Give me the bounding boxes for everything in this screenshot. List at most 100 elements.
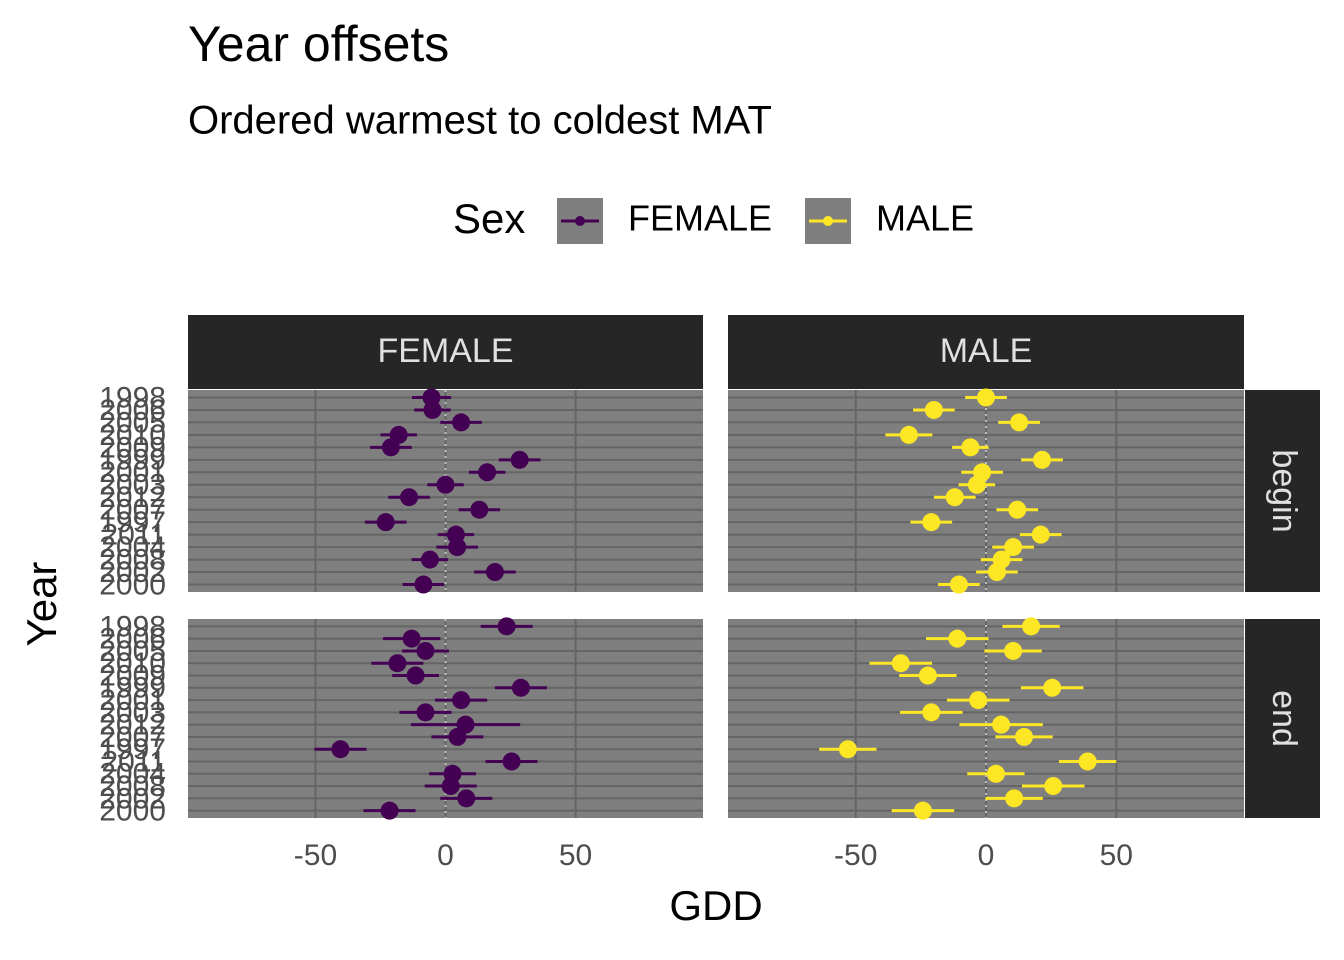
y-tick-label: 2008 <box>99 770 166 803</box>
point <box>1010 413 1029 432</box>
y-tick-label: 2004 <box>99 758 166 791</box>
x-tick-label: 0 <box>978 839 995 872</box>
point <box>1004 538 1023 557</box>
point <box>949 575 968 594</box>
strip-label: MALE <box>940 332 1033 370</box>
y-tick-label: 2012 <box>99 481 166 514</box>
x-axis-label: GDD <box>669 882 762 929</box>
strip-label: FEMALE <box>377 332 513 370</box>
point <box>452 691 471 710</box>
y-tick-label: 2004 <box>99 531 166 564</box>
point <box>967 475 986 494</box>
y-tick-label: 2009 <box>99 659 166 692</box>
legend-label: FEMALE <box>628 198 772 239</box>
point <box>381 438 400 457</box>
y-tick-label: 2002 <box>99 782 166 815</box>
point <box>1043 678 1062 697</box>
point <box>992 715 1011 734</box>
point <box>899 425 918 444</box>
point <box>457 789 476 808</box>
x-tick-label: -50 <box>834 839 877 872</box>
point <box>948 629 967 648</box>
y-tick-label: 2000 <box>99 568 166 601</box>
point <box>400 488 419 507</box>
strip <box>1245 619 1320 818</box>
y-tick-label: 2009 <box>99 431 166 464</box>
point <box>376 513 395 532</box>
y-tick-label: 2005 <box>99 406 166 439</box>
point <box>922 703 941 722</box>
y-tick-label: 2005 <box>99 635 166 668</box>
point <box>969 691 988 710</box>
point <box>485 563 504 582</box>
y-tick-label: 2011 <box>101 745 166 778</box>
point <box>1005 789 1024 808</box>
y-tick-label: 2003 <box>99 696 166 729</box>
chart-title: Year offsets <box>188 16 449 72</box>
point <box>420 550 439 569</box>
chart-subtitle: Ordered warmest to coldest MAT <box>188 99 772 143</box>
strip-label: end <box>1265 690 1303 747</box>
point <box>416 641 435 660</box>
y-tick-label: 2003 <box>99 469 166 502</box>
strip <box>728 315 1244 389</box>
strip-label: begin <box>1265 449 1303 532</box>
point <box>416 703 435 722</box>
y-tick-label: 2012 <box>99 709 166 742</box>
legend-label: MALE <box>876 198 974 239</box>
point <box>402 629 421 648</box>
point <box>838 740 857 759</box>
y-tick-label: 2007 <box>99 494 166 527</box>
point <box>986 764 1005 783</box>
y-tick-label: 2010 <box>99 419 166 452</box>
point <box>1004 641 1023 660</box>
legend-key-point <box>823 216 833 226</box>
point <box>423 400 442 419</box>
point <box>924 400 943 419</box>
y-tick-label: 2011 <box>101 519 166 552</box>
point <box>406 666 425 685</box>
point <box>497 617 516 636</box>
x-tick-label: 50 <box>559 839 592 872</box>
point <box>1044 777 1063 796</box>
point <box>448 538 467 557</box>
point <box>891 654 910 673</box>
y-tick-label: 2001 <box>99 456 166 489</box>
point <box>478 463 497 482</box>
x-tick-label: -50 <box>294 839 337 872</box>
x-tick-label: 0 <box>437 839 454 872</box>
point <box>511 678 530 697</box>
y-tick-label: 1998 <box>99 381 166 414</box>
point <box>918 666 937 685</box>
y-tick-label: 2007 <box>99 721 166 754</box>
point <box>913 801 932 820</box>
legend-key-point <box>575 216 585 226</box>
strip <box>1245 390 1320 592</box>
y-tick-label: 1998 <box>99 610 166 643</box>
x-tick-label: 50 <box>1100 839 1133 872</box>
y-tick-label: 2008 <box>99 544 166 577</box>
y-tick-label: 2002 <box>99 556 166 589</box>
point <box>436 475 455 494</box>
point <box>380 801 399 820</box>
point <box>922 513 941 532</box>
y-tick-label: 1999 <box>99 444 166 477</box>
point <box>987 563 1006 582</box>
point <box>977 388 995 407</box>
y-tick-label: 1997 <box>99 506 166 539</box>
y-tick-label: 2010 <box>99 647 166 680</box>
y-tick-label: 2000 <box>99 795 166 828</box>
point <box>452 413 471 432</box>
point <box>510 450 529 469</box>
point <box>414 575 433 594</box>
point <box>448 727 467 746</box>
point <box>1022 617 1041 636</box>
y-tick-label: 2006 <box>99 394 166 427</box>
y-tick-label: 1997 <box>99 733 166 766</box>
y-tick-label: 2006 <box>99 623 166 656</box>
point <box>441 777 460 796</box>
point <box>961 438 980 457</box>
y-axis-label: Year <box>18 562 65 647</box>
point <box>945 488 964 507</box>
